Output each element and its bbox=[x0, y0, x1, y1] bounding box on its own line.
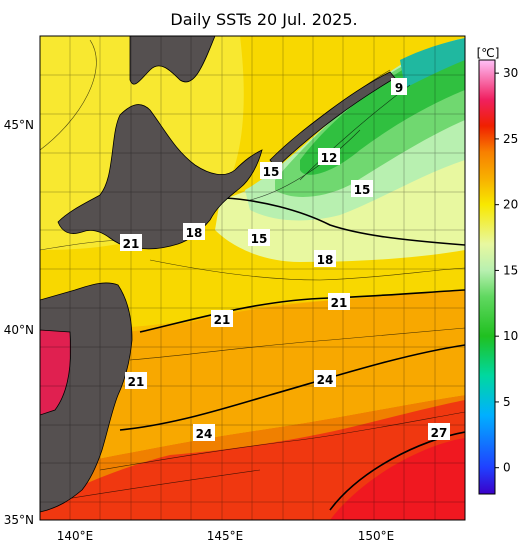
map-frame bbox=[39, 35, 466, 521]
contour-label: 21 bbox=[128, 375, 145, 389]
contour-label: 15 bbox=[251, 232, 268, 246]
sst-field bbox=[40, 36, 465, 520]
colorbar-tick-label: 0 bbox=[503, 461, 511, 475]
sst-band-26 bbox=[40, 400, 465, 520]
lon-label-145: 145°E bbox=[207, 529, 244, 543]
contour-label: 18 bbox=[186, 226, 203, 240]
contour-label: 21 bbox=[123, 237, 140, 251]
minor-contours bbox=[40, 39, 465, 501]
contour-label: 21 bbox=[214, 313, 231, 327]
colorbar-tick-label: 25 bbox=[503, 132, 518, 146]
contour-label: 24 bbox=[317, 373, 334, 387]
map-title: Daily SSTs 20 Jul. 2025. bbox=[170, 10, 358, 29]
contour-24a bbox=[119, 344, 465, 431]
graticule bbox=[40, 36, 465, 520]
contour-18 bbox=[224, 197, 465, 246]
lat-label-40: 40°N bbox=[4, 323, 34, 337]
contour-label: 18 bbox=[317, 253, 334, 267]
inland-sea bbox=[40, 329, 72, 416]
lat-label-45: 45°N bbox=[4, 118, 34, 132]
colorbar-tick-label: 30 bbox=[503, 66, 518, 80]
colorbar: [℃] 30 25 20 15 10 5 0 bbox=[477, 46, 518, 495]
sst-band-27 bbox=[330, 438, 465, 520]
colorbar-tick-label: 15 bbox=[503, 263, 518, 277]
contour-label: 21 bbox=[331, 296, 348, 310]
colorbar-tick-label: 5 bbox=[503, 395, 511, 409]
sst-band-9 bbox=[400, 38, 465, 88]
contour-label: 24 bbox=[196, 427, 213, 441]
contour-label: 15 bbox=[354, 183, 371, 197]
lon-label-140: 140°E bbox=[57, 529, 94, 543]
contour-label-group: 9 12 15 15 15 18 18 21 21 21 21 24 24 27 bbox=[120, 78, 450, 441]
colorbar-unit: [℃] bbox=[477, 46, 500, 60]
colorbar-tick-label: 20 bbox=[503, 198, 518, 212]
hokkaido bbox=[57, 104, 263, 250]
lat-label-35: 35°N bbox=[4, 513, 34, 527]
land bbox=[40, 36, 396, 513]
colorbar-tick-label: 10 bbox=[503, 329, 518, 343]
sakhalin bbox=[129, 36, 216, 85]
contour-label: 15 bbox=[263, 165, 280, 179]
contour-label: 27 bbox=[431, 426, 448, 440]
colorbar-ticks: 30 25 20 15 10 5 0 bbox=[495, 66, 518, 475]
sst-band-22 bbox=[40, 288, 465, 470]
contour-label: 9 bbox=[395, 81, 403, 95]
lon-label-150: 150°E bbox=[358, 529, 395, 543]
contour-label: 12 bbox=[321, 151, 338, 165]
colorbar-scale bbox=[478, 59, 496, 495]
